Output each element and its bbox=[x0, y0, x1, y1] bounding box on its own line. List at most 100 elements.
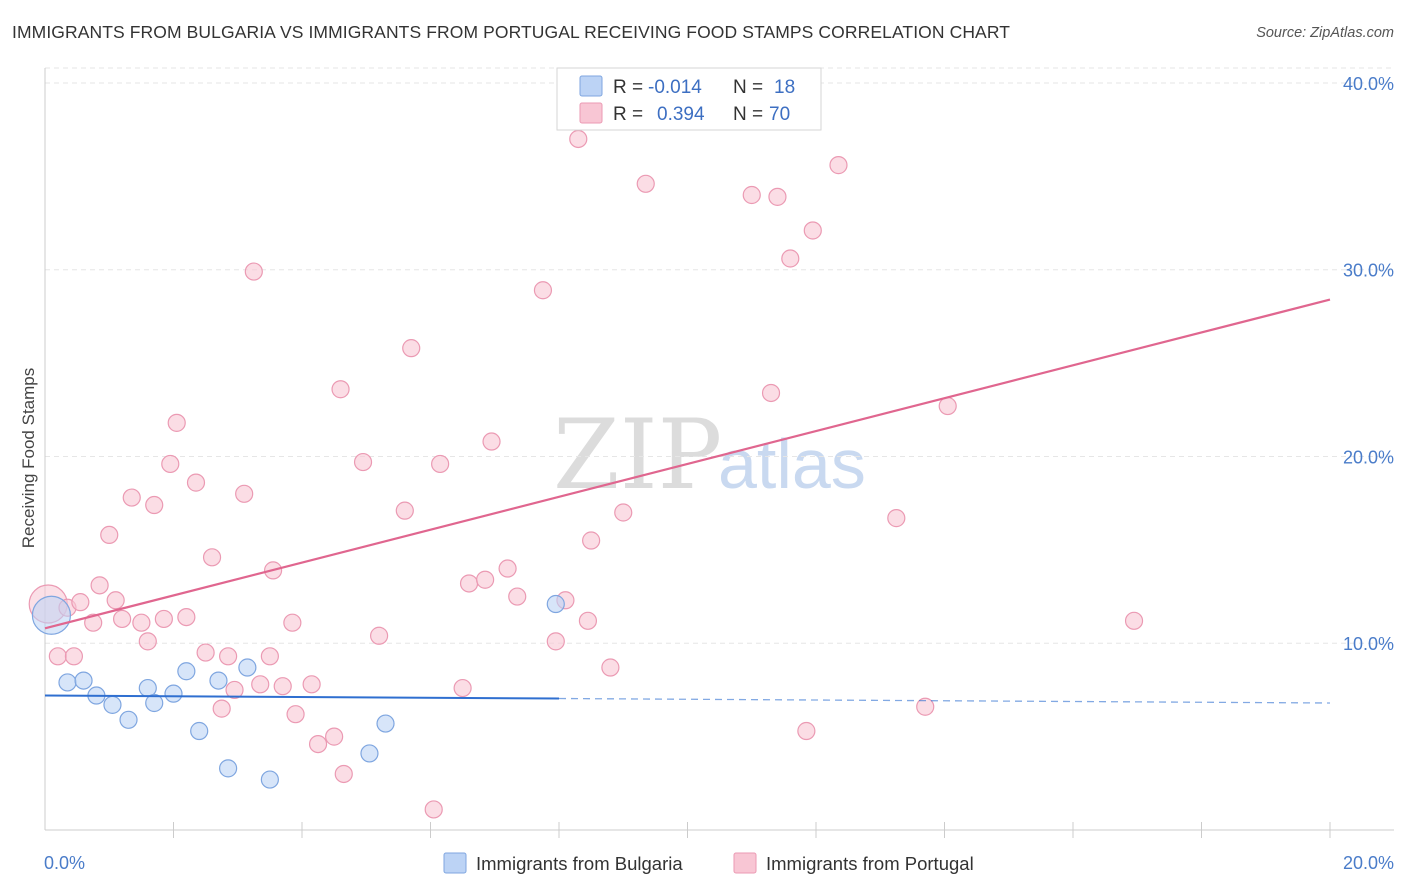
portugal-point bbox=[742, 185, 761, 205]
watermark-zip: ZIP bbox=[553, 399, 722, 511]
portugal-point bbox=[797, 721, 816, 741]
bulgaria-point bbox=[164, 684, 183, 703]
y-tick-label: 30.0% bbox=[1343, 261, 1394, 281]
legend-r-label-portugal: R = bbox=[613, 104, 643, 125]
portugal-point bbox=[122, 488, 141, 507]
portugal-point bbox=[614, 503, 633, 522]
y-tick-labels: 10.0% 20.0% 30.0% 40.0% bbox=[1343, 74, 1394, 654]
portugal-point bbox=[334, 764, 353, 784]
bulgaria-point bbox=[177, 662, 196, 681]
portugal-point bbox=[90, 576, 109, 595]
bulgaria-point bbox=[219, 759, 238, 778]
portugal-point bbox=[916, 697, 935, 716]
bulgaria-point bbox=[145, 693, 164, 713]
bulgaria-point bbox=[58, 673, 77, 692]
axes bbox=[44, 68, 1394, 831]
portugal-point bbox=[395, 501, 414, 520]
chart-title: IMMIGRANTS FROM BULGARIA VS IMMIGRANTS F… bbox=[12, 22, 1011, 42]
portugal-point bbox=[781, 249, 800, 268]
portugal-point bbox=[325, 727, 344, 746]
legend-swatch-portugal bbox=[579, 102, 603, 124]
series-bulgaria-points bbox=[31, 594, 565, 789]
portugal-point bbox=[761, 383, 781, 403]
portugal-point bbox=[71, 593, 90, 612]
legend-swatch-bulgaria bbox=[579, 75, 603, 97]
x-tick-label-min: 0.0% bbox=[44, 853, 85, 873]
portugal-point bbox=[353, 452, 373, 472]
x-tick-label-max: 20.0% bbox=[1343, 853, 1394, 873]
trend-line-portugal bbox=[44, 298, 1331, 630]
portugal-point bbox=[768, 187, 787, 206]
bulgaria-point bbox=[360, 744, 379, 763]
series-portugal-points bbox=[28, 129, 1144, 819]
portugal-point bbox=[829, 156, 848, 175]
portugal-point bbox=[196, 643, 215, 662]
portugal-point bbox=[84, 613, 103, 632]
portugal-point bbox=[244, 262, 263, 281]
portugal-point bbox=[331, 380, 350, 399]
bottom-legend-label-bulgaria: Immigrants from Bulgaria bbox=[476, 853, 683, 874]
portugal-point bbox=[431, 454, 450, 474]
portugal-point bbox=[482, 432, 501, 451]
portugal-point bbox=[887, 509, 906, 528]
portugal-point bbox=[1124, 611, 1144, 630]
bulgaria-point bbox=[546, 594, 565, 614]
portugal-point bbox=[138, 632, 157, 651]
y-tick-label: 10.0% bbox=[1343, 634, 1394, 654]
y-axis-label: Receiving Food Stamps bbox=[19, 368, 38, 548]
legend-r-value-portugal: 0.394 bbox=[657, 104, 705, 125]
portugal-point bbox=[186, 473, 206, 492]
portugal-point bbox=[582, 531, 601, 550]
stats-legend: R = -0.014 N = 18 R = 0.394 N = 70 bbox=[556, 67, 822, 131]
portugal-point bbox=[508, 587, 527, 606]
portugal-point bbox=[546, 632, 565, 651]
portugal-point bbox=[938, 396, 957, 416]
portugal-point bbox=[636, 174, 655, 193]
portugal-point bbox=[569, 129, 588, 149]
portugal-point bbox=[308, 734, 328, 754]
portugal-point bbox=[219, 647, 238, 666]
portugal-point bbox=[225, 680, 244, 700]
portugal-point bbox=[453, 678, 472, 698]
portugal-point bbox=[64, 647, 84, 666]
portugal-point bbox=[161, 454, 180, 474]
legend-n-value-bulgaria: 18 bbox=[774, 77, 795, 98]
y-tick-label: 20.0% bbox=[1343, 447, 1394, 467]
portugal-point bbox=[498, 559, 517, 578]
portugal-point bbox=[424, 800, 443, 819]
trend-line-bulgaria bbox=[44, 694, 560, 700]
portugal-point bbox=[251, 675, 270, 694]
bulgaria-point bbox=[209, 671, 228, 690]
portugal-point bbox=[202, 548, 222, 567]
portugal-point bbox=[100, 525, 119, 545]
trend-line-bulgaria-extrapolated bbox=[558, 697, 1331, 704]
portugal-point bbox=[601, 658, 620, 677]
portugal-point bbox=[302, 675, 321, 694]
source-label: Source: ZipAtlas.com bbox=[1256, 25, 1394, 41]
bottom-legend-swatch-portugal bbox=[733, 852, 757, 874]
portugal-point bbox=[154, 609, 173, 629]
portugal-point bbox=[803, 221, 822, 240]
portugal-point bbox=[370, 626, 389, 645]
portugal-point bbox=[235, 484, 254, 503]
portugal-point bbox=[112, 609, 132, 629]
legend-r-label-bulgaria: R = bbox=[613, 77, 643, 98]
bottom-legend-label-portugal: Immigrants from Portugal bbox=[766, 853, 974, 874]
portugal-point bbox=[167, 413, 186, 432]
bulgaria-point bbox=[376, 714, 395, 733]
bulgaria-point bbox=[190, 721, 209, 741]
series-legend: Immigrants from Bulgaria Immigrants from… bbox=[443, 852, 974, 874]
bottom-legend-swatch-bulgaria bbox=[443, 852, 467, 874]
bulgaria-point bbox=[74, 671, 93, 690]
legend-r-value-bulgaria: -0.014 bbox=[648, 77, 702, 98]
portugal-point bbox=[286, 705, 305, 724]
bulgaria-point bbox=[31, 595, 72, 635]
portugal-point bbox=[402, 339, 421, 358]
portugal-point bbox=[260, 647, 279, 666]
legend-n-label-bulgaria: N = bbox=[733, 77, 763, 98]
portugal-point bbox=[283, 613, 302, 632]
portugal-point bbox=[132, 613, 151, 632]
bulgaria-point bbox=[119, 710, 138, 729]
portugal-point bbox=[48, 647, 67, 666]
